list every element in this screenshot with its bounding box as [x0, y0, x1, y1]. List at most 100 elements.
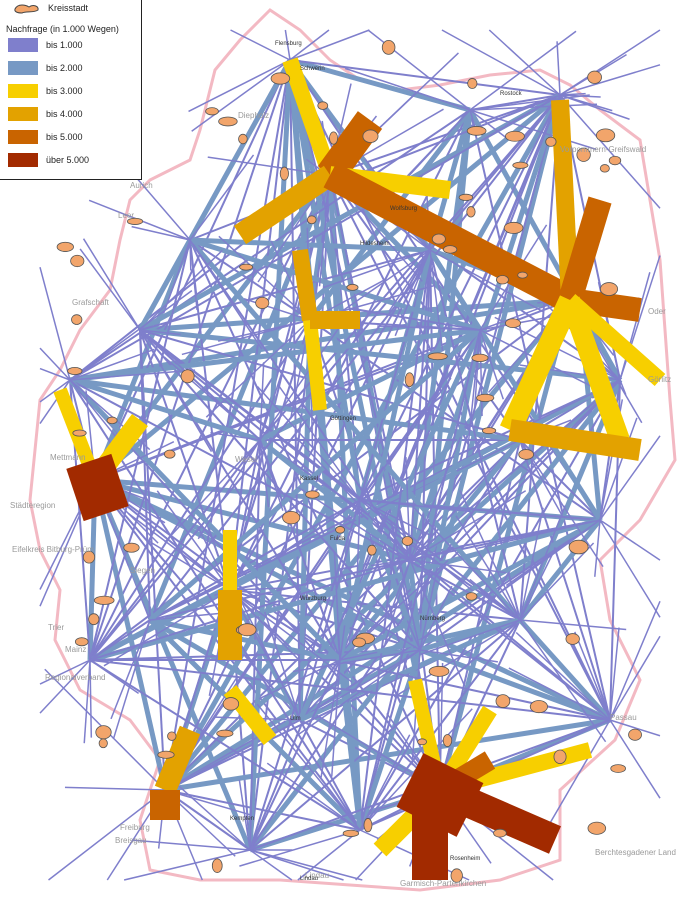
flow-line [609, 600, 661, 721]
kreisstadt-marker [88, 613, 100, 626]
flow-line [387, 559, 411, 620]
flow-line [339, 625, 346, 661]
flow-line [298, 487, 411, 561]
flow-line [94, 477, 411, 563]
city-label: Kempten [230, 816, 254, 822]
flow-line [594, 519, 601, 577]
flow-line [469, 30, 577, 111]
kreisstadt-marker [95, 725, 112, 740]
flow-line [359, 499, 471, 513]
flow-line [258, 438, 412, 562]
flow-line [89, 659, 361, 831]
flow-line [388, 249, 431, 312]
region-label: Trier [48, 623, 64, 632]
kreisstadt-marker [180, 369, 195, 384]
kreisstadt-marker [216, 729, 234, 738]
flow-line [189, 237, 431, 253]
flow-line [83, 659, 91, 744]
legend-swatch-5 [8, 130, 38, 144]
flow-line [609, 635, 661, 721]
flow-line [469, 109, 611, 721]
kreisstadt-marker [238, 133, 248, 145]
flow-line [384, 559, 411, 645]
city-label: Schwerin [300, 66, 325, 72]
flow-line [515, 631, 611, 721]
flow-line [139, 329, 421, 651]
flow-line [139, 329, 521, 621]
flow-line [64, 786, 166, 791]
flow-line [559, 94, 630, 120]
flow-line [359, 499, 431, 536]
flow-line [82, 238, 141, 331]
legend-label-4: bis 4.000 [46, 109, 83, 119]
legend-row-1: bis 1.000 [8, 38, 83, 52]
flow-line [189, 239, 263, 350]
kreisstadt-marker [529, 700, 548, 714]
flow-line [164, 59, 291, 791]
flow-line [339, 94, 561, 661]
flow-line [289, 57, 471, 113]
flow-line [333, 551, 341, 661]
flow-line [370, 559, 411, 567]
kreisstadt-marker [587, 821, 607, 835]
flow-line [89, 659, 140, 694]
legend-city-label: Kreisstadt [48, 3, 89, 13]
flow-line [390, 521, 421, 651]
legend-row-4: bis 4.000 [8, 107, 83, 121]
high-demand-flow [303, 319, 327, 411]
flow-line [508, 667, 611, 721]
flow-line [289, 59, 561, 96]
flow-line [189, 239, 441, 791]
flow-line [519, 542, 595, 621]
high-demand-flow [500, 295, 580, 435]
flow-line [427, 248, 483, 332]
kreisstadt-marker [600, 282, 619, 296]
kreisstadt-marker [106, 416, 118, 425]
kreisstadt-marker [587, 70, 602, 84]
flow-line [266, 762, 361, 831]
flow-line [429, 249, 544, 313]
flow-line [156, 490, 231, 591]
flow-line [420, 619, 521, 655]
flow-line [259, 439, 270, 508]
flow-line [519, 505, 566, 621]
city-label: Flensburg [275, 41, 302, 47]
flow-line [299, 519, 601, 721]
kreisstadt-marker [70, 254, 85, 268]
kreisstadt-marker [270, 72, 291, 85]
flow-line [455, 515, 521, 621]
kreisstadt-marker [576, 147, 591, 162]
flow-line [479, 329, 504, 400]
region-label: Aurich [130, 181, 153, 190]
flow-line [295, 437, 411, 561]
flow-line [344, 67, 471, 111]
flow-line [409, 559, 507, 574]
flow-line [249, 849, 363, 881]
flow-line [474, 329, 481, 407]
flow-line [359, 329, 481, 831]
kreisstadt-marker [495, 694, 511, 708]
kreisstadt-marker [496, 275, 509, 285]
kreisstadt-marker [72, 429, 87, 437]
flow-line [338, 438, 522, 662]
flow-line [229, 59, 291, 591]
flow-line [139, 329, 611, 721]
flow-line [89, 517, 601, 663]
flow-line [519, 619, 607, 743]
flow-line [322, 249, 431, 289]
city-label: Rosenheim [450, 856, 480, 862]
flow-line [599, 417, 638, 521]
flow-line [556, 41, 561, 96]
city-label: Ulm [290, 716, 301, 722]
flow-line [419, 649, 498, 663]
kreisstadt-marker [450, 868, 463, 883]
flow-line [39, 347, 71, 381]
flow-line [258, 659, 341, 700]
flow-line [89, 249, 431, 661]
legend-label-2: bis 2.000 [46, 63, 83, 73]
kreisstadt-marker [362, 129, 379, 143]
legend-swatch-3 [8, 84, 38, 98]
flow-line [429, 249, 444, 352]
flow-line [110, 619, 151, 720]
legend-row-6: über 5.000 [8, 153, 89, 167]
